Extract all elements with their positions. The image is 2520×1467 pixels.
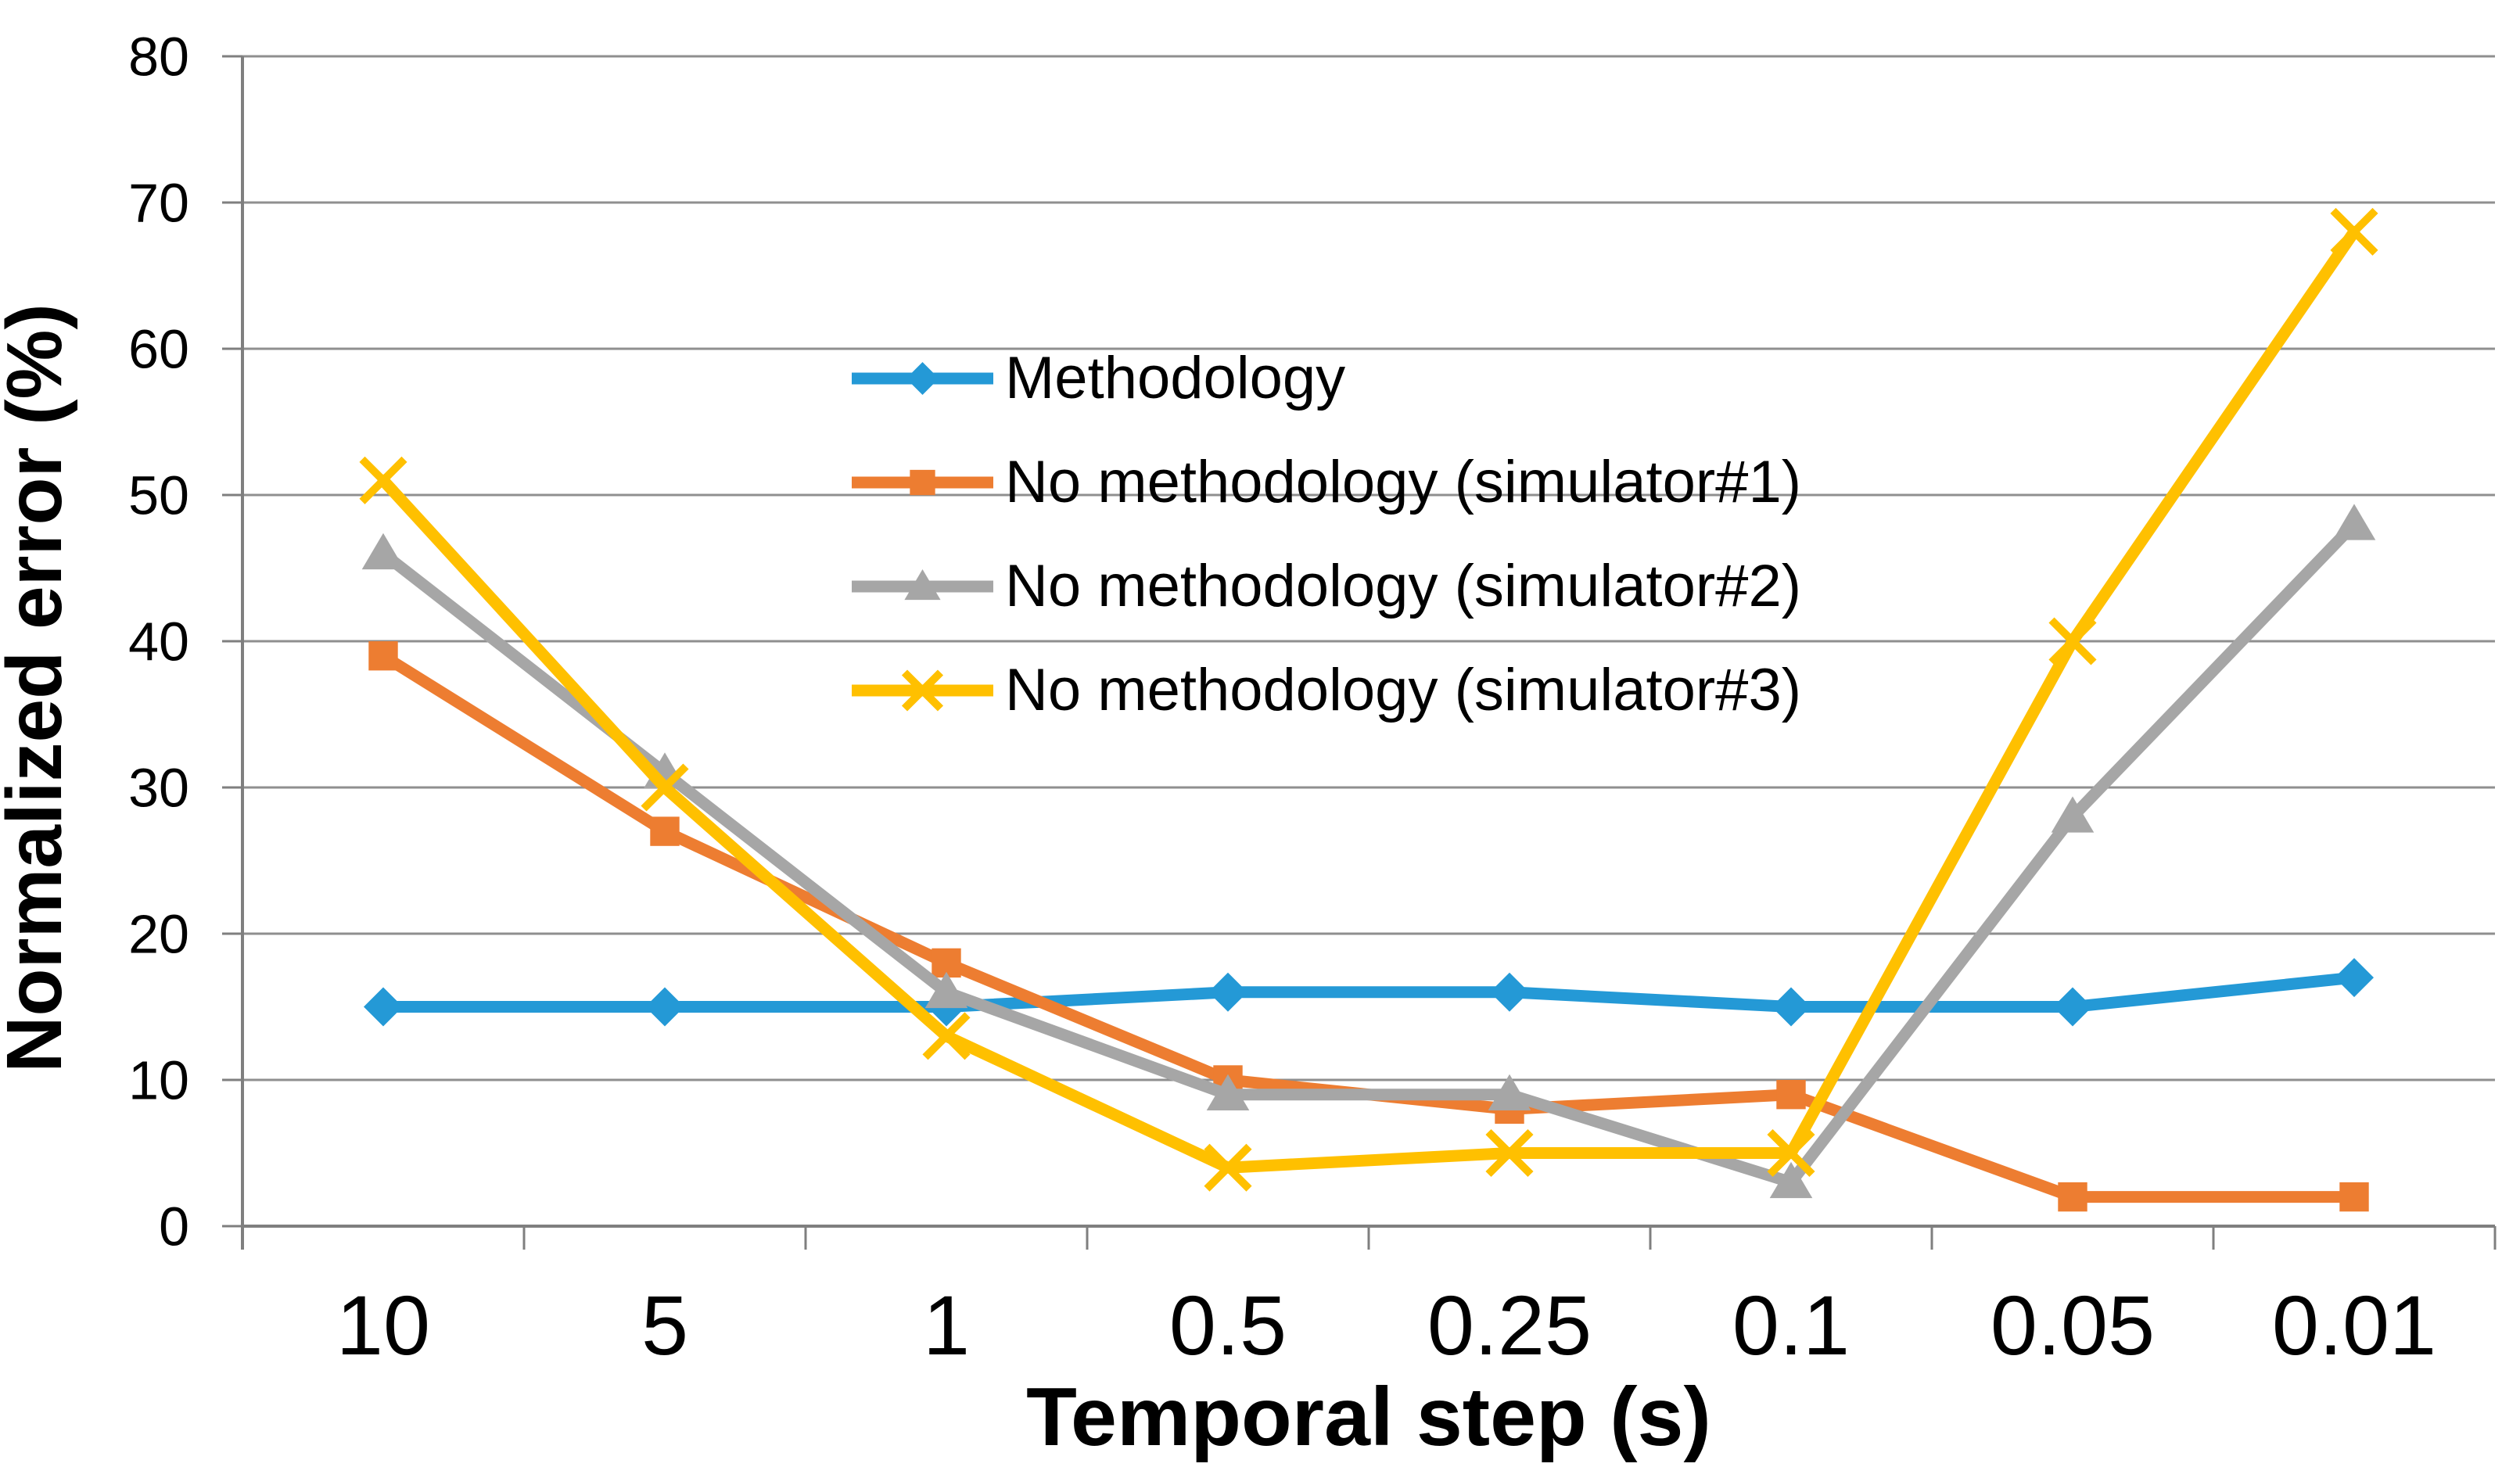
series-line [377, 225, 2360, 1174]
y-tick-label: 50 [128, 465, 189, 526]
marker-diamond [1208, 972, 1247, 1012]
y-tick-labels: 0 10 20 30 40 50 60 70 80 [128, 27, 189, 1257]
y-tick-label: 10 [128, 1050, 189, 1111]
y-tick-label: 60 [128, 319, 189, 380]
marker-x [2048, 617, 2097, 665]
marker-square [910, 469, 935, 496]
marker-diamond [2053, 987, 2092, 1027]
marker-diamond [364, 987, 403, 1027]
gridlines [242, 55, 2495, 1228]
marker-x [2330, 207, 2378, 256]
marker-diamond [645, 987, 684, 1027]
marker-x [901, 669, 944, 712]
y-tick-label: 30 [128, 758, 189, 819]
x-tick-label: 0.5 [1169, 1278, 1287, 1372]
marker-square [650, 816, 680, 846]
marker-x [1204, 1143, 1252, 1192]
series-line [377, 650, 2360, 1203]
marker-diamond [2335, 958, 2374, 998]
marker-triangle [1488, 1074, 1531, 1110]
legend-item: Methodology [852, 345, 1345, 411]
marker-square [1776, 1080, 1806, 1110]
marker-triangle [1769, 1161, 1813, 1199]
series-2 [368, 641, 2369, 1212]
legend: Methodology No methodology (simulator#1) N… [852, 345, 1801, 723]
x-axis-title: Temporal step (s) [1026, 1371, 1711, 1463]
series-line [377, 518, 2360, 1189]
marker-x [922, 1012, 971, 1060]
axes [222, 55, 2497, 1250]
series-line [377, 971, 2360, 1013]
x-tick-label: 0.1 [1732, 1278, 1850, 1372]
marker-x [641, 763, 689, 812]
marker-diamond [1772, 987, 1811, 1027]
marker-triangle [904, 569, 941, 601]
y-tick-label: 40 [128, 612, 189, 673]
marker-x [359, 456, 407, 504]
legend-label: No methodology (simulator#3) [1005, 657, 1801, 723]
series-4 [359, 207, 2378, 1192]
x-tick-label: 10 [336, 1278, 430, 1372]
legend-item: No methodology (simulator#1) [852, 449, 1801, 515]
legend-label: No methodology (simulator#1) [1005, 449, 1801, 515]
marker-square [2058, 1182, 2087, 1212]
marker-triangle [2051, 796, 2095, 833]
marker-x [1485, 1128, 1534, 1178]
y-tick-label: 20 [128, 904, 189, 965]
series-lines [359, 207, 2378, 1212]
x-tick-label: 1 [923, 1278, 970, 1372]
x-tick-label: 0.01 [2272, 1278, 2436, 1372]
marker-triangle [1206, 1074, 1250, 1110]
marker-triangle [924, 971, 968, 1009]
marker-square [368, 641, 398, 671]
y-tick-label: 0 [159, 1196, 189, 1257]
marker-triangle [361, 533, 405, 570]
series-1 [364, 958, 2374, 1027]
y-tick-label: 70 [128, 173, 189, 234]
y-axis-title: Normalized error (%) [0, 303, 78, 1073]
y-tick-label: 80 [128, 27, 189, 88]
x-tick-label: 5 [641, 1278, 688, 1372]
marker-x [1767, 1128, 1815, 1178]
marker-square [2339, 1182, 2369, 1212]
legend-label: Methodology [1005, 345, 1345, 411]
legend-label: No methodology (simulator#2) [1005, 553, 1801, 619]
legend-item: No methodology (simulator#2) [852, 553, 1801, 619]
x-tick-labels: 10 5 1 0.5 0.25 0.1 0.05 0.01 [336, 1278, 2436, 1372]
marker-diamond [1490, 972, 1529, 1012]
legend-item: No methodology (simulator#3) [852, 657, 1801, 723]
marker-triangle [2332, 504, 2376, 540]
x-tick-label: 0.05 [1991, 1278, 2155, 1372]
x-tick-label: 0.25 [1427, 1278, 1592, 1372]
marker-diamond [906, 362, 939, 395]
